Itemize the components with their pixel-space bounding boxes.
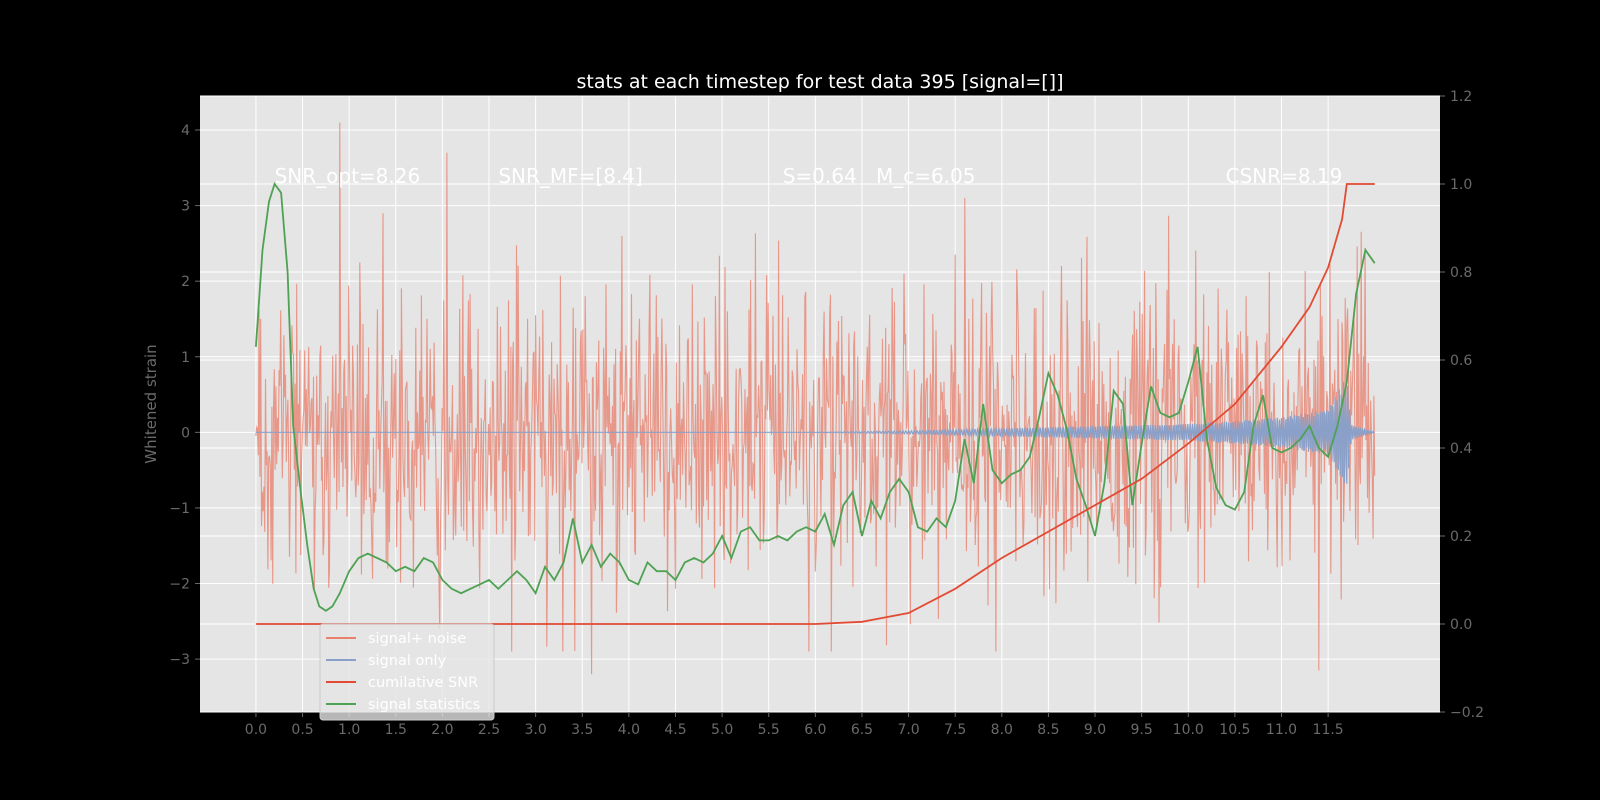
annotation-1: SNR_MF=[8.4] [498, 164, 642, 188]
x-tick-label: 5.0 [711, 722, 733, 738]
y-left-tick-label: 2 [181, 274, 190, 290]
y-right-tick-label: 0.2 [1450, 529, 1472, 545]
x-tick-label: 1.0 [338, 722, 360, 738]
x-tick-label: 7.5 [944, 722, 966, 738]
signal-plus-noise-line [255, 122, 1376, 675]
x-tick-label: 3.0 [525, 722, 547, 738]
x-axis-ticks: 0.0 0.5 1.0 1.5 2.0 2.5 3.0 3.5 4.0 4.5 5.0 5.5 6.0 6… [245, 712, 1344, 738]
annotations: SNR_opt=8.26 SNR_MF=[8.4] S=0.64 M_c=6.05 CS… [275, 164, 1343, 188]
x-tick-label: 0.0 [245, 722, 267, 738]
legend-box [319, 623, 495, 721]
signal-statistics-line [255, 182, 1376, 612]
x-tick-label: 6.5 [851, 722, 873, 738]
y-left-tick-label: 4 [181, 123, 190, 139]
x-tick-label: 1.5 [385, 722, 407, 738]
legend-label: cumilative SNR [368, 675, 478, 691]
x-tick-label: 0.5 [291, 722, 313, 738]
y-right-tick-label: 1.0 [1450, 177, 1472, 193]
x-tick-label: 4.5 [664, 722, 686, 738]
x-tick-label: 11.5 [1313, 722, 1344, 738]
y-axis-left-ticks: −3 −2 −1 0 1 2 3 4 [169, 123, 200, 668]
annotation-0: SNR_opt=8.26 [275, 164, 421, 188]
x-tick-label: 11.0 [1266, 722, 1297, 738]
legend-label: signal statistics [368, 697, 480, 713]
x-tick-label: 4.0 [618, 722, 640, 738]
y-right-tick-label: 0.4 [1450, 441, 1472, 457]
legend-label: signal+ noise [368, 631, 466, 647]
legend: signal+ noise signal only cumilative SNR si… [319, 623, 495, 721]
y-left-tick-label: 1 [181, 350, 190, 366]
y-axis-label: Whitened strain [142, 344, 160, 463]
x-tick-label: 10.0 [1173, 722, 1204, 738]
x-tick-label: 3.5 [571, 722, 593, 738]
x-tick-label: 9.0 [1084, 722, 1106, 738]
x-tick-label: 9.5 [1131, 722, 1153, 738]
legend-label: signal only [368, 653, 447, 669]
x-tick-label: 8.0 [991, 722, 1013, 738]
series-signal-statistics [255, 182, 1376, 612]
series-cumulative-snr [255, 183, 1375, 625]
series-signal-plus-noise [255, 122, 1376, 675]
y-right-tick-label: 0.0 [1450, 617, 1472, 633]
x-tick-label: 10.5 [1219, 722, 1250, 738]
annotation-2: S=0.64 [783, 164, 857, 188]
y-right-tick-label: 0.6 [1450, 353, 1472, 369]
y-axis-right-ticks: −0.2 0.0 0.2 0.4 0.6 0.8 1.0 1.2 [1440, 89, 1484, 721]
x-tick-label: 2.5 [478, 722, 500, 738]
y-right-tick-label: 0.8 [1450, 265, 1472, 281]
signal-only-line [255, 381, 1375, 484]
y-left-tick-label: −3 [169, 652, 190, 668]
y-left-tick-label: −1 [169, 501, 190, 517]
y-right-tick-label: −0.2 [1450, 705, 1484, 721]
x-tick-label: 8.5 [1037, 722, 1059, 738]
annotation-3: M_c=6.05 [876, 164, 976, 188]
x-tick-label: 7.0 [897, 722, 919, 738]
y-left-tick-label: −2 [169, 577, 190, 593]
cumulative-snr-line [255, 183, 1375, 625]
y-right-tick-label: 1.2 [1450, 89, 1472, 105]
chart-title: stats at each timestep for test data 395… [576, 71, 1063, 93]
x-tick-label: 6.0 [804, 722, 826, 738]
annotation-4: CSNR=8.19 [1226, 164, 1343, 188]
x-tick-label: 2.0 [431, 722, 453, 738]
y-left-tick-label: 3 [181, 199, 190, 215]
x-tick-label: 5.5 [758, 722, 780, 738]
y-left-tick-label: 0 [181, 425, 190, 441]
series-signal-only [255, 381, 1375, 484]
